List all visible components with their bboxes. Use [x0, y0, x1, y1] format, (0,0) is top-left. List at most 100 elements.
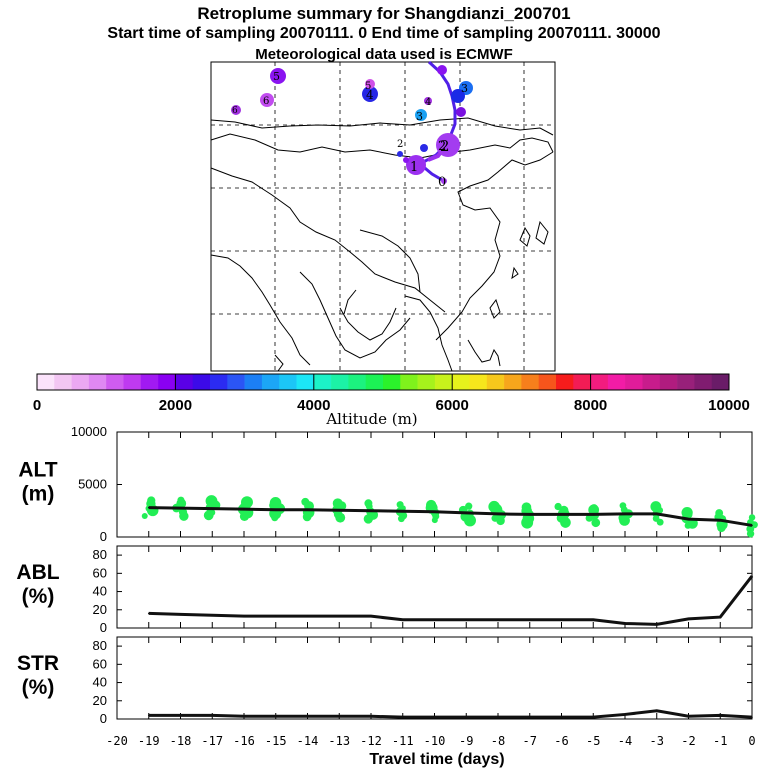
- colorbar-swatch: [158, 374, 176, 390]
- series-point: [401, 619, 404, 621]
- sampling-time-subtitle: Start time of sampling 20070111. 0 End t…: [107, 25, 661, 42]
- altitude-cluster-dot: [205, 495, 218, 507]
- colorbar-swatch: [504, 374, 522, 390]
- plume-cluster-marker: [270, 68, 286, 84]
- altitude-cluster-dot: [619, 502, 627, 509]
- series-point: [497, 716, 499, 718]
- colorbar-swatch: [54, 374, 72, 390]
- series-point: [370, 615, 372, 617]
- series-point: [274, 615, 277, 617]
- series-point: [147, 714, 150, 717]
- altitude-cluster-dot: [491, 514, 499, 522]
- series-point: [624, 513, 626, 515]
- altitude-cluster-dot: [396, 501, 404, 509]
- series-point: [465, 512, 468, 514]
- x-tick-label: -10: [424, 734, 446, 748]
- alt-panel: 10000 5000 0 ALT(m): [18, 424, 758, 544]
- series-point: [179, 507, 182, 509]
- x-tick-label: -13: [328, 734, 350, 748]
- series-point: [243, 508, 245, 510]
- trajectory-label: 4: [366, 88, 374, 102]
- colorbar-swatch: [123, 374, 142, 390]
- y-tick-label: 0: [100, 529, 107, 544]
- x-tick-label: -17: [201, 734, 223, 748]
- colorbar-swatch: [348, 374, 366, 390]
- colorbar-swatch: [210, 374, 228, 390]
- series-point: [624, 622, 626, 625]
- trajectory-label: 5: [273, 70, 280, 83]
- trajectory-label: 5: [365, 81, 371, 92]
- colorbar-swatch: [331, 374, 349, 390]
- series-point: [497, 619, 499, 621]
- y-tick-label: 60: [93, 656, 107, 671]
- series-point: [497, 513, 499, 515]
- colorbar-swatch: [711, 374, 730, 390]
- series-point: [370, 715, 372, 718]
- plume-cluster-marker: [403, 157, 409, 163]
- x-tick-label: -20: [106, 734, 128, 748]
- trajectory-label: 2: [440, 137, 450, 155]
- series-point: [243, 615, 245, 617]
- x-tick-label: 0: [748, 734, 755, 748]
- map-frame: [210, 61, 556, 372]
- altitude-cluster-dot: [681, 507, 693, 519]
- series-point: [751, 716, 753, 718]
- plume-cluster-marker: [456, 107, 466, 117]
- series-point: [687, 618, 690, 620]
- series-point: [655, 623, 658, 626]
- y-tick-label: 0: [100, 620, 107, 635]
- plume-cluster-marker: [362, 86, 378, 102]
- x-tick-label: -18: [170, 734, 192, 748]
- colorbar-swatch: [279, 374, 297, 390]
- series-line: [148, 575, 754, 626]
- series-point: [751, 524, 753, 527]
- altitude-cluster-dot: [554, 502, 562, 511]
- trajectory-label: 6: [232, 106, 238, 116]
- plume-cluster-marker: [420, 144, 428, 152]
- colorbar-swatch: [694, 374, 712, 390]
- trajectory-day-labels: 0 1 2 3 4 5 6 2 2 3 4 5 6: [232, 70, 468, 190]
- x-tick-label: -14: [297, 734, 319, 748]
- y-tick-label: 0: [100, 711, 107, 726]
- trajectory-label: 3: [461, 82, 468, 95]
- series-point: [401, 510, 404, 513]
- series-point: [655, 710, 658, 712]
- x-tick-label: -8: [491, 734, 505, 748]
- trajectory-label: 6: [263, 96, 269, 107]
- altitude-cluster-dot: [465, 502, 473, 510]
- abl-panel: 80 60 40 20 0 ABL(%): [16, 545, 754, 635]
- series-point: [433, 511, 436, 513]
- x-tick-label: -3: [650, 734, 664, 748]
- plume-cluster-marker: [424, 97, 432, 105]
- altitude-colorbar: 0 2000 4000 6000 8000 10000: [33, 373, 750, 414]
- y-tick-label: 20: [93, 693, 107, 708]
- series-point: [147, 506, 150, 509]
- plume-cluster-marker: [437, 65, 447, 75]
- series-point: [719, 714, 722, 717]
- colorbar-swatch: [383, 374, 401, 390]
- colorbar-tick-label: 6000: [436, 397, 469, 414]
- map-graticule: [211, 62, 555, 371]
- y-tick-label: 80: [93, 547, 107, 562]
- series-point: [338, 715, 341, 718]
- colorbar-swatch: [140, 374, 159, 390]
- series-point: [687, 518, 690, 520]
- series-point: [243, 715, 245, 718]
- panel-ylabel: STR: [17, 652, 59, 675]
- plume-cluster-marker: [406, 155, 426, 175]
- plume-cluster-marker: [397, 151, 403, 157]
- colorbar-tick-label: 4000: [297, 397, 330, 414]
- series-point: [433, 619, 436, 621]
- plume-cluster-marker: [365, 79, 375, 89]
- trajectory-label: 3: [416, 110, 423, 123]
- colorbar-swatch: [417, 374, 436, 390]
- altitude-cluster-dot: [141, 513, 148, 519]
- series-point: [179, 714, 182, 717]
- colorbar-swatch: [659, 374, 678, 390]
- colorbar-label: Altitude (m): [325, 410, 417, 428]
- y-tick-label: 40: [93, 675, 107, 690]
- trajectory-label: 1: [410, 160, 418, 175]
- series-point: [655, 513, 658, 515]
- series-point: [274, 715, 277, 718]
